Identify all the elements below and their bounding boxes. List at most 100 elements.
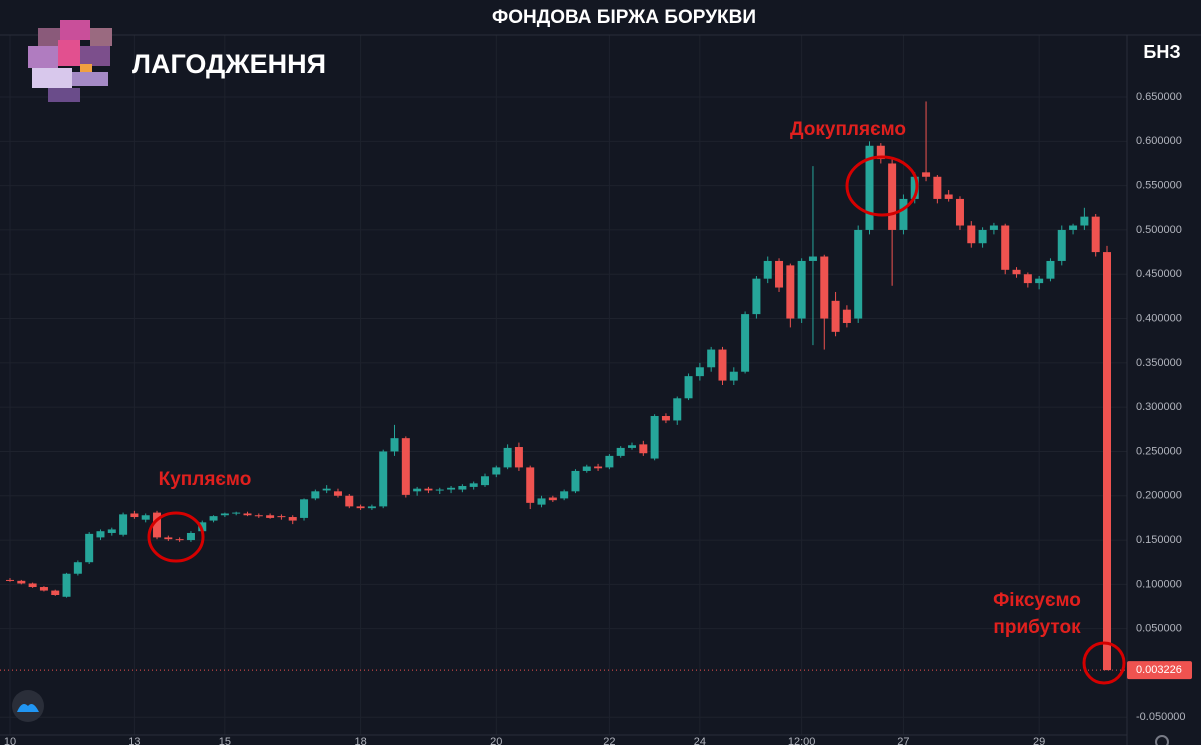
candle-body (6, 579, 14, 581)
candle-body (808, 256, 817, 261)
y-tick-label: 0.050000 (1136, 623, 1182, 635)
candle-body (752, 278, 761, 315)
y-tick-label: 0.400000 (1136, 312, 1182, 324)
y-tick-label: 0.650000 (1136, 91, 1182, 103)
candle-body (707, 349, 716, 368)
candle-body (153, 512, 162, 538)
candle-body (718, 349, 727, 381)
candle-body (28, 583, 37, 588)
axes: 0.650000 0.600000 0.550000 0.500000 0.450000… (4, 91, 1192, 745)
pixel-icon (28, 20, 112, 102)
candles (0, 101, 1127, 671)
candle-body (198, 522, 207, 532)
candle-body (435, 489, 444, 491)
candle-body (628, 445, 637, 448)
candle-body (639, 444, 648, 454)
symbol: БНЗ (1143, 42, 1180, 62)
y-tick-label: 0.300000 (1136, 401, 1182, 413)
candle-body (503, 447, 512, 468)
candle-body (854, 229, 863, 319)
candle-body (288, 517, 297, 521)
candle-body (277, 516, 286, 518)
y-tick-label: 0.350000 (1136, 357, 1182, 369)
annotation: Фіксуємо (993, 590, 1081, 611)
x-tick-label: 22 (603, 736, 615, 745)
y-tick-label: -0.050000 (1136, 711, 1186, 723)
candle-body (560, 491, 569, 499)
candle-body (729, 371, 738, 381)
candle-body (209, 516, 218, 521)
x-tick-label: 15 (219, 736, 231, 745)
candle-body (220, 513, 229, 516)
overlay-text: ЛАГОДЖЕННЯ (132, 49, 326, 79)
candle-body (119, 514, 128, 535)
candle-body (786, 265, 795, 319)
candle-body (831, 300, 840, 332)
last-price-box (1127, 661, 1192, 680)
settings-icon[interactable] (1155, 735, 1169, 745)
candle-body (910, 176, 919, 199)
candle-body (944, 194, 953, 199)
candle-body (763, 260, 772, 279)
candle-body (616, 447, 625, 456)
candle-body (469, 483, 478, 487)
y-tick-label: 0.100000 (1136, 578, 1182, 590)
candle-body (673, 398, 682, 421)
candle-body (300, 499, 309, 518)
candle-body (492, 467, 501, 475)
candle-body (1012, 269, 1021, 275)
candle-body (865, 145, 874, 230)
annotation: Купляємо (159, 469, 252, 490)
candle-body (175, 539, 184, 541)
candle-body (526, 467, 535, 503)
candle-body (1001, 225, 1010, 270)
candle-body (650, 416, 659, 459)
y-tick-label: 0.500000 (1136, 224, 1182, 236)
candle-body (379, 451, 388, 507)
candle-body (390, 438, 399, 452)
candle-body (1046, 260, 1055, 279)
candle-body (661, 416, 670, 421)
candle-body (933, 176, 942, 199)
candle-body (1091, 216, 1100, 253)
candle-body (797, 260, 806, 319)
candle-body (978, 229, 987, 244)
candle-body (130, 513, 139, 518)
candle-body (39, 587, 48, 591)
candle-body (605, 455, 614, 468)
x-tick-label: 10 (4, 736, 16, 745)
candle-body (922, 172, 931, 177)
x-tick-label: 29 (1033, 736, 1045, 745)
candle-body (548, 497, 557, 501)
candle-body (85, 533, 94, 563)
candle-body (1069, 225, 1078, 230)
candle-body (345, 495, 354, 507)
candle-body (775, 260, 784, 288)
candle-body (955, 198, 964, 226)
candle-body (311, 491, 320, 499)
candle-body (322, 488, 331, 491)
x-tick-label: 20 (490, 736, 502, 745)
chart-title: ФОНДОВА БІРЖА БОРУКВИ (492, 7, 756, 28)
x-tick-label: 27 (897, 736, 909, 745)
candle-body (186, 532, 195, 541)
candle-body (1080, 216, 1089, 226)
candle-body (333, 491, 342, 496)
candle-body (141, 515, 150, 520)
candle-body (254, 515, 263, 517)
candle-body (899, 198, 908, 230)
highlight-circle (1082, 641, 1126, 685)
highlight-circle (147, 511, 205, 563)
logo (12, 690, 44, 722)
candle-body (401, 438, 410, 495)
candle-body (266, 515, 275, 518)
candle-body (842, 309, 851, 323)
candle-body (51, 590, 60, 595)
candle-body (537, 498, 546, 505)
candle-body (820, 256, 829, 319)
candle-body (1057, 229, 1066, 261)
x-tick-label: 12:00 (788, 736, 816, 745)
candle-body (96, 531, 105, 538)
candle-body (164, 537, 173, 540)
candle-body (413, 488, 422, 492)
